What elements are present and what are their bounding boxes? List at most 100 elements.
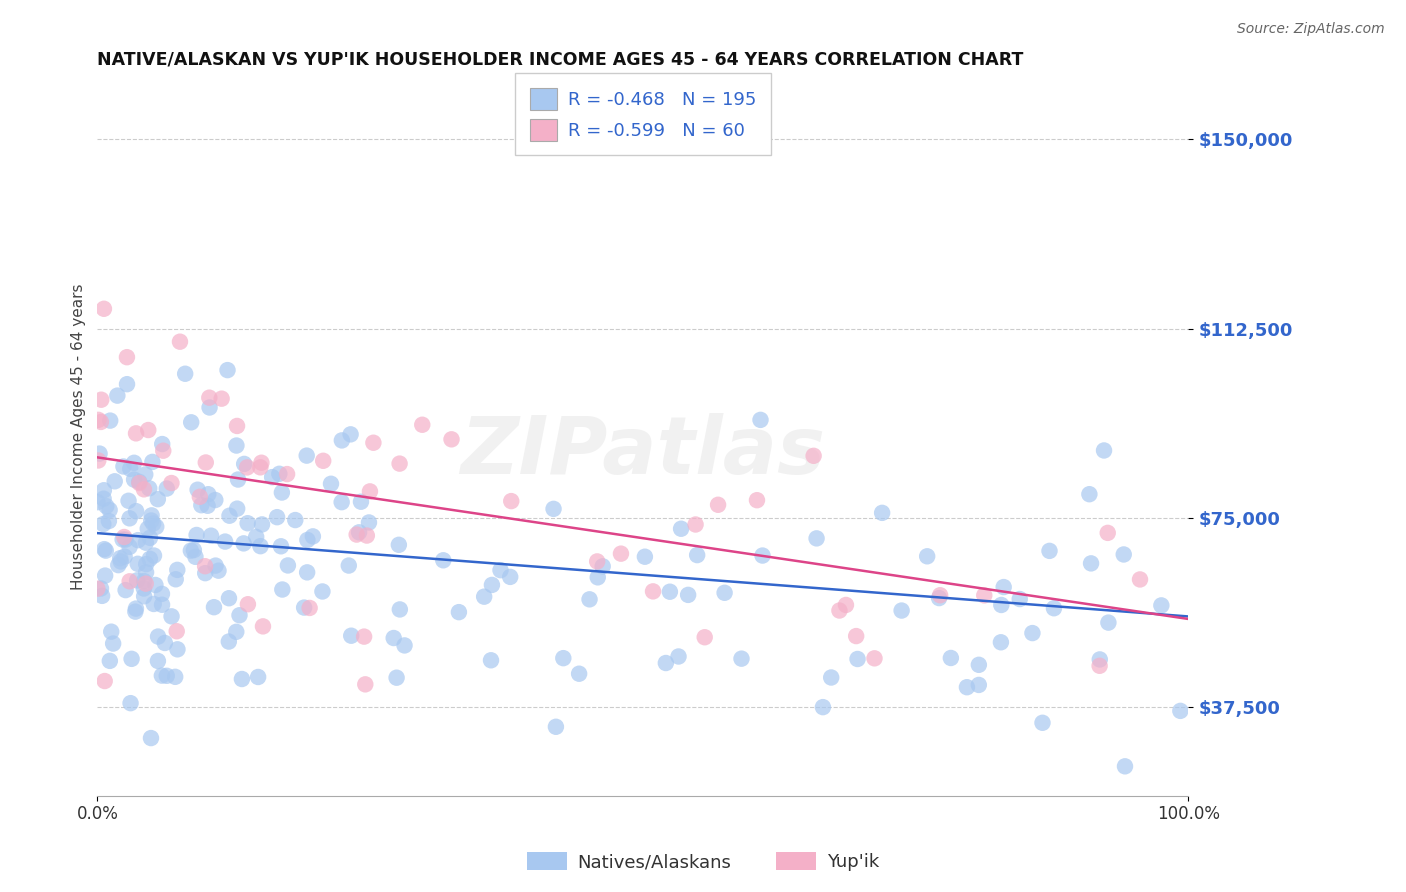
Point [845, 629, 868, 643]
Point [218, 634, 240, 648]
Point [479, 653, 502, 667]
Point [1129, 573, 1152, 587]
Point [346, 527, 368, 541]
Point [120, 462, 142, 476]
Point [297, 533, 319, 547]
Point [226, 419, 249, 434]
Point [231, 672, 253, 686]
Point [180, 543, 202, 558]
Point [967, 657, 990, 672]
Point [340, 629, 363, 643]
Point [553, 651, 575, 665]
Point [153, 636, 176, 650]
Point [134, 589, 156, 603]
Point [187, 483, 209, 497]
Point [94, 568, 117, 582]
Point [134, 574, 156, 588]
Point [114, 533, 136, 547]
Point [252, 619, 274, 633]
Point [1170, 704, 1192, 718]
Text: NATIVE/ALASKAN VS YUP'IK HOUSEHOLDER INCOME AGES 45 - 64 YEARS CORRELATION CHART: NATIVE/ALASKAN VS YUP'IK HOUSEHOLDER INC… [97, 51, 1024, 69]
Point [141, 514, 163, 528]
Point [236, 460, 259, 475]
Point [1088, 652, 1111, 666]
Point [128, 475, 150, 490]
Point [1097, 525, 1119, 540]
Point [578, 592, 600, 607]
Point [890, 603, 912, 617]
Point [194, 559, 217, 574]
Point [174, 367, 197, 381]
Point [96, 499, 118, 513]
Point [586, 570, 609, 584]
Point [359, 484, 381, 499]
Point [141, 455, 163, 469]
Point [236, 597, 259, 611]
Point [481, 578, 503, 592]
Point [929, 588, 952, 602]
Point [180, 415, 202, 429]
Point [249, 539, 271, 553]
Point [1097, 615, 1119, 630]
Point [489, 563, 512, 577]
Point [228, 608, 250, 623]
Point [136, 522, 159, 536]
Point [101, 636, 124, 650]
Point [86, 495, 108, 509]
Point [202, 600, 225, 615]
Point [186, 528, 208, 542]
Point [1008, 592, 1031, 607]
Point [543, 501, 565, 516]
Point [135, 557, 157, 571]
Point [250, 456, 273, 470]
Text: Source: ZipAtlas.com: Source: ZipAtlas.com [1237, 22, 1385, 37]
Point [194, 566, 217, 581]
Point [846, 652, 869, 666]
Point [655, 656, 678, 670]
Point [132, 483, 155, 497]
Point [233, 457, 256, 471]
Point [356, 528, 378, 542]
Point [166, 624, 188, 639]
Point [135, 535, 157, 549]
Point [447, 605, 470, 619]
Point [110, 554, 132, 568]
Point [610, 547, 633, 561]
Point [1043, 601, 1066, 615]
Point [98, 654, 121, 668]
Point [90, 392, 112, 407]
Point [870, 506, 893, 520]
Point [226, 501, 249, 516]
Point [211, 392, 233, 406]
Point [115, 377, 138, 392]
Point [122, 473, 145, 487]
Point [150, 587, 173, 601]
Point [382, 631, 405, 645]
Point [385, 671, 408, 685]
Point [117, 493, 139, 508]
Point [139, 531, 162, 545]
Point [353, 630, 375, 644]
Point [1038, 544, 1060, 558]
Point [967, 678, 990, 692]
Point [354, 677, 377, 691]
Point [236, 516, 259, 531]
Point [863, 651, 886, 665]
Point [135, 576, 157, 591]
Point [91, 516, 114, 531]
Point [990, 635, 1012, 649]
Point [811, 700, 834, 714]
Point [87, 453, 110, 467]
Point [634, 549, 657, 564]
Point [592, 559, 614, 574]
Point [156, 669, 179, 683]
Point [135, 566, 157, 580]
Point [127, 557, 149, 571]
Point [139, 551, 162, 566]
Point [204, 493, 226, 508]
Point [276, 467, 298, 481]
Point [501, 494, 523, 508]
Point [160, 609, 183, 624]
Point [225, 624, 247, 639]
Point [357, 516, 380, 530]
